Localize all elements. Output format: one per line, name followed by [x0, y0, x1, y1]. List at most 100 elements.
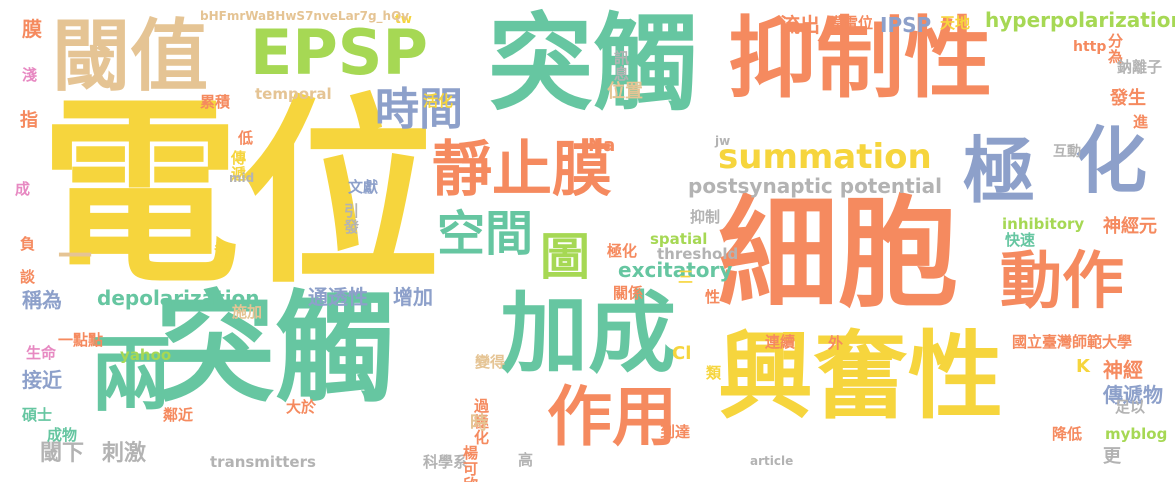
word-cloud-word-11: 化 — [1075, 119, 1148, 203]
word-cloud-word-54: 稱為 — [22, 288, 62, 312]
word-cloud-word-36: 快速 — [1005, 231, 1036, 249]
word-cloud-word-30: 閾下 — [40, 441, 85, 466]
word-cloud-word-5: 興奮性 — [718, 322, 1004, 432]
word-cloud-word-82: 發生 — [1110, 88, 1146, 109]
word-cloud-word-4: 抑制性 — [728, 7, 993, 110]
word-cloud-word-89: 膜 — [22, 17, 42, 41]
word-cloud-word-temporal: temporal — [255, 85, 332, 103]
word-cloud-word-2: 突觸 — [488, 3, 699, 125]
word-cloud-word-47: 一 — [58, 237, 92, 277]
word-cloud-word-23: 通透性 — [308, 285, 368, 309]
word-cloud-word-45: 訊息 — [612, 50, 630, 82]
word-cloud-word-24: 增加 — [393, 285, 433, 309]
word-cloud-word-80: 分為 — [1106, 33, 1124, 65]
word-cloud-word-3: 突觸 — [155, 280, 395, 419]
word-cloud-word-spatial: spatial — [650, 230, 708, 248]
word-cloud-word-12: 動作 — [1000, 244, 1125, 317]
word-cloud-word-myblog: myblog — [1105, 425, 1168, 443]
word-cloud-word-31: 刺激 — [102, 441, 147, 466]
word-cloud-word-depolarization: depolarization — [97, 286, 260, 310]
word-cloud-word-13: 時間 — [375, 84, 463, 135]
word-cloud-word-1: 細胞 — [718, 185, 958, 324]
word-cloud-word-29: 位置 — [607, 81, 643, 102]
word-cloud-word-64: 楊可欣 — [461, 445, 479, 482]
word-cloud-word-98: 變得 — [475, 353, 506, 371]
word-cloud-word-17: 作用 — [547, 380, 678, 455]
word-cloud-word-8: 加成 — [500, 282, 677, 385]
word-cloud-word-epsp: EPSP — [250, 16, 428, 89]
word-cloud-word-yahoo: yahoo — [120, 346, 172, 364]
word-cloud-word-10: 極 — [963, 129, 1036, 213]
word-cloud-word-excitatory: excitatory — [618, 258, 733, 282]
word-cloud-word-69: 足以 — [1115, 398, 1146, 416]
word-cloud-word-0: 電位 — [40, 78, 441, 311]
word-cloud-word-28: 天地 — [940, 14, 971, 32]
word-cloud-word-14: 圖 — [540, 228, 590, 286]
word-cloud-word-transmitters: transmitters — [210, 453, 316, 471]
word-cloud-word-9: 靜止膜 — [432, 135, 612, 205]
word-cloud-word-68: 國立臺灣師範大學 — [1012, 333, 1133, 351]
word-cloud-word-hyperpolarization: hyperpolarization — [985, 8, 1175, 32]
word-cloud-word-55: 碩士 — [22, 406, 53, 424]
word-cloud-word-52: 施加 — [232, 303, 263, 321]
word-cloud-word-49: 參考 — [212, 240, 230, 272]
word-cloud-word-81: 鈉離子 — [1117, 58, 1163, 76]
word-cloud-word-59: 大於 — [286, 398, 317, 416]
word-cloud-word-27: 膜電位 — [828, 14, 874, 32]
word-cloud-word-k: K — [1076, 356, 1090, 377]
word-cloud-word-62: 高 — [518, 451, 534, 469]
word-cloud-word-15: 空間 — [437, 206, 534, 262]
word-cloud-word-33: 神經 — [1103, 358, 1143, 382]
word-cloud-word-91: 成 — [15, 180, 31, 198]
word-cloud-word-84: 互動 — [1053, 144, 1081, 160]
word-cloud-word-44: 活化 — [423, 92, 454, 110]
word-cloud-word-95: 三 — [678, 268, 694, 286]
word-cloud-word-60: 過極化 — [472, 398, 490, 446]
word-cloud-word-65: 到達 — [660, 423, 691, 441]
word-cloud-word-article: article — [750, 454, 794, 468]
word-cloud-word-43: 累積 — [200, 93, 231, 111]
word-cloud-word-39: 抑制 — [690, 208, 721, 226]
word-cloud-word-inhibitory: inhibitory — [1002, 215, 1085, 233]
word-cloud-word-96: 性 — [705, 288, 721, 306]
word-cloud-word-26: 流出 — [780, 13, 820, 37]
word-cloud-word-48: 一點點 — [58, 331, 104, 349]
word-cloud-word-32: 傳遞物 — [1103, 383, 1163, 407]
word-cloud-word-tw: tw — [395, 12, 412, 26]
word-cloud-word-90: 淺 — [22, 66, 38, 84]
word-cloud-word-na: Na — [588, 135, 616, 156]
word-cloud-word-jw: jw — [715, 134, 731, 148]
word-cloud-word-57: 生命 — [26, 344, 57, 362]
word-cloud-word-58: 鄰近 — [163, 406, 194, 424]
word-cloud-word-6: 閾值 — [52, 12, 209, 102]
word-cloud-word-51: 文獻 — [348, 178, 379, 196]
word-cloud-word-bhfmrwabhws7nvelar7g-hqv: bHFmrWaBHwS7nveLar7g_hQv — [200, 9, 410, 23]
word-cloud-word-34: 神經元 — [1103, 216, 1157, 237]
word-cloud-word-summation: summation — [718, 137, 932, 177]
word-cloud-word-83: 進 — [1133, 113, 1149, 131]
word-cloud-word-cl: Cl — [672, 343, 692, 364]
word-cloud-word-postsynaptic-potential: postsynaptic potential — [688, 174, 942, 198]
word-cloud-word-93: 談 — [20, 268, 36, 286]
word-cloud-word-50: 引發 — [342, 203, 360, 235]
word-cloud-word-56: 成物 — [47, 426, 78, 444]
word-cloud-word-http: http — [1073, 39, 1107, 55]
word-cloud-word-16: 兩 — [90, 328, 173, 423]
word-cloud-word-94: 低 — [238, 129, 254, 147]
word-cloud-word-threshold: threshold — [657, 245, 739, 263]
word-cloud-word-61: 時 — [470, 413, 488, 434]
word-cloud-word-46: 傳遞 — [229, 150, 247, 182]
word-cloud-word-88: 指 — [20, 110, 38, 131]
word-cloud-word-mid: mid — [229, 171, 255, 185]
word-cloud-word-40: 極化 — [607, 242, 638, 260]
word-cloud-word-53: 接近 — [22, 368, 62, 392]
word-cloud-word-99: 更 — [1103, 446, 1121, 467]
word-cloud-word-97: 類 — [704, 365, 722, 381]
word-cloud-word-63: 科學系 — [423, 453, 469, 471]
word-cloud-word-66: 連續 — [765, 333, 796, 351]
word-cloud-word-67: 外 — [828, 334, 844, 352]
word-cloud-word-70: 降低 — [1052, 425, 1083, 443]
word-cloud-word-ipsp: IPSP — [880, 13, 932, 37]
word-cloud-word-41: 關係 — [613, 284, 644, 302]
